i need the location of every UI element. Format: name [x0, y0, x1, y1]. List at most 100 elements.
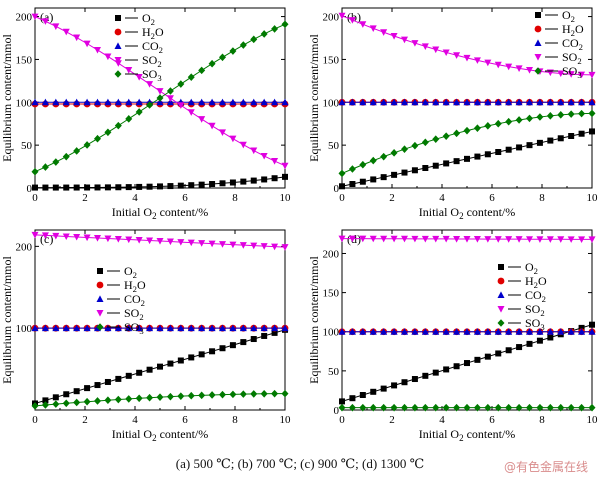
legend-label: CO2: [525, 288, 546, 304]
data-point: [187, 324, 195, 332]
data-point: [73, 147, 81, 155]
data-point: [187, 109, 195, 116]
data-point: [349, 395, 356, 402]
x-tick-label: 8: [539, 414, 545, 426]
x-tick-label: 8: [232, 192, 238, 204]
data-point: [271, 389, 279, 398]
data-point: [578, 236, 586, 243]
data-point: [432, 162, 439, 169]
data-point: [52, 400, 60, 408]
data-point: [239, 98, 247, 106]
data-point: [390, 33, 398, 40]
data-point: [443, 160, 450, 167]
data-point: [209, 181, 216, 188]
legend-label: SO2: [142, 53, 162, 69]
data-point: [219, 390, 226, 399]
data-point: [578, 403, 586, 412]
data-point: [401, 169, 408, 176]
legend-label: CO2: [124, 292, 145, 308]
data-point: [167, 360, 174, 367]
data-point: [494, 61, 502, 69]
data-point: [411, 141, 419, 150]
data-point: [41, 401, 49, 409]
data-point: [484, 151, 491, 158]
data-point: [390, 235, 398, 243]
data-point: [526, 236, 533, 243]
data-point: [146, 183, 153, 190]
data-point: [229, 342, 236, 349]
x-tick-label: 2: [389, 414, 395, 426]
data-point: [52, 232, 60, 240]
data-point: [198, 116, 206, 123]
data-point: [380, 152, 388, 161]
data-point: [146, 81, 154, 88]
y-tick-label: 200: [323, 12, 340, 24]
data-point: [31, 167, 39, 176]
data-point: [166, 87, 174, 95]
data-point: [209, 348, 216, 355]
data-point: [339, 183, 345, 190]
data-point: [442, 328, 450, 335]
data-point: [62, 152, 70, 161]
legend-label: CO2: [562, 36, 583, 52]
data-point: [359, 98, 367, 106]
data-point: [380, 385, 387, 392]
data-point: [104, 378, 111, 385]
data-point: [474, 356, 481, 363]
data-point: [177, 239, 185, 246]
data-point: [411, 328, 419, 335]
data-point: [41, 163, 49, 171]
data-point: [219, 324, 226, 332]
data-point: [515, 328, 523, 335]
data-point: [411, 235, 419, 243]
data-point: [557, 236, 565, 243]
data-point: [219, 98, 226, 106]
data-point: [198, 240, 206, 247]
data-point: [443, 366, 450, 373]
data-point: [198, 66, 206, 75]
data-point: [338, 403, 346, 412]
data-point: [104, 235, 112, 243]
data-point: [411, 403, 419, 412]
data-point: [187, 73, 195, 81]
data-point: [442, 132, 450, 140]
data-point: [229, 324, 237, 332]
x-tick-label: 2: [82, 192, 88, 204]
data-point: [41, 324, 49, 332]
data-point: [421, 138, 429, 147]
data-point: [260, 98, 268, 106]
panel-label: (b): [347, 10, 361, 24]
data-point: [135, 74, 143, 81]
y-axis-label: Equilibrium content/mmol: [0, 34, 14, 162]
data-point: [588, 328, 596, 335]
data-point: [338, 328, 346, 335]
data-point: [177, 80, 185, 88]
data-point: [125, 67, 133, 74]
series-SO3: [338, 109, 596, 178]
data-point: [250, 147, 258, 155]
data-point: [52, 98, 60, 106]
data-point: [229, 241, 237, 249]
series-SO2: [338, 12, 596, 79]
data-point: [536, 403, 544, 412]
data-point: [463, 403, 471, 412]
data-point: [146, 101, 154, 109]
data-point: [515, 65, 523, 73]
data-point: [73, 184, 80, 191]
data-point: [557, 328, 565, 335]
x-tick-label: 0: [339, 192, 345, 204]
data-point: [115, 375, 122, 382]
series-O2: [339, 128, 595, 190]
legend-marker: [497, 306, 505, 313]
data-point: [62, 98, 70, 106]
data-point: [473, 124, 481, 132]
data-point: [411, 376, 418, 383]
x-tick-label: 0: [32, 414, 38, 426]
data-point: [463, 236, 471, 243]
data-point: [453, 129, 461, 138]
data-point: [94, 46, 101, 54]
data-point: [546, 98, 554, 106]
data-point: [453, 158, 460, 165]
data-point: [177, 357, 184, 364]
